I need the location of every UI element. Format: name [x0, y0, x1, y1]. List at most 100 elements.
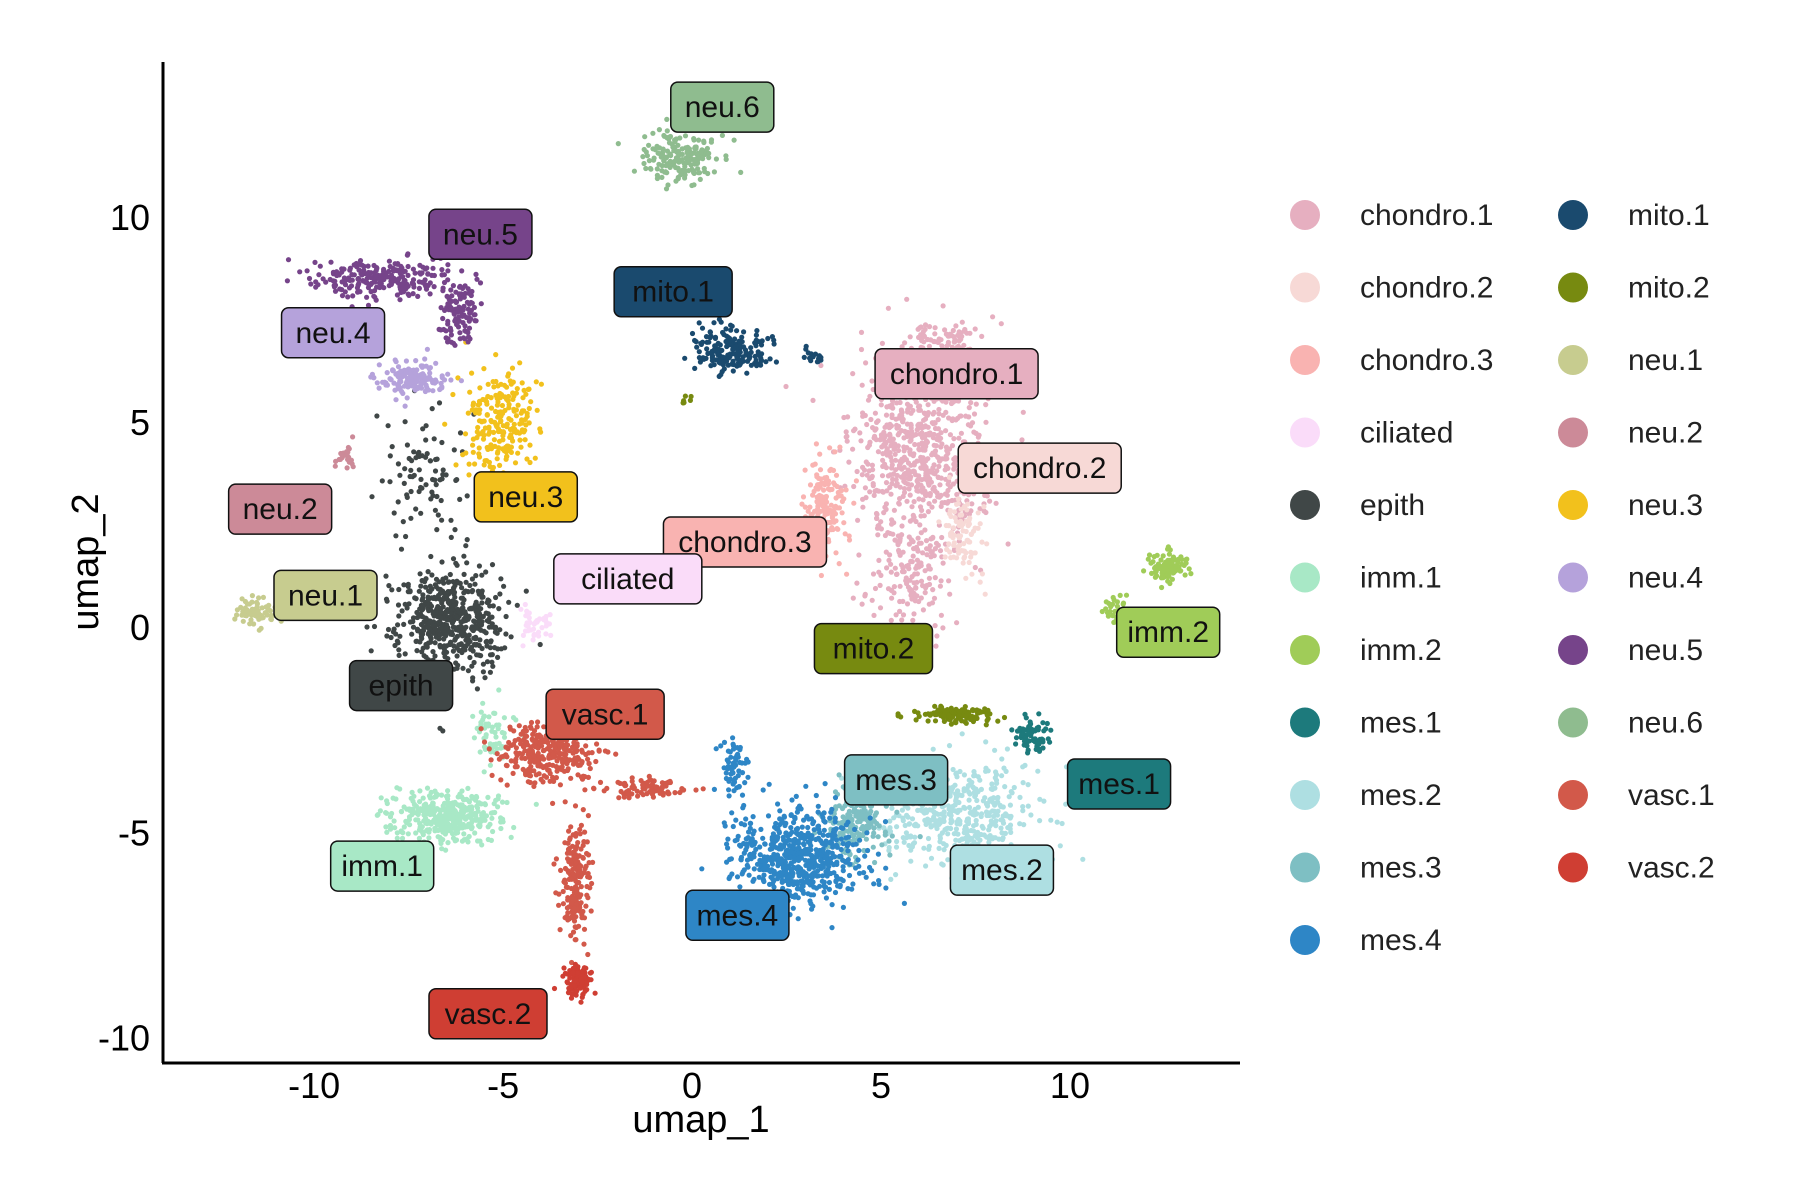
point: [950, 327, 956, 334]
point: [425, 594, 431, 600]
point: [944, 456, 950, 462]
point: [906, 842, 912, 849]
point: [750, 814, 756, 820]
point: [859, 382, 865, 388]
point: [968, 716, 974, 723]
point: [950, 535, 956, 541]
point: [790, 870, 796, 876]
point: [790, 838, 796, 844]
point: [948, 825, 954, 832]
point: [1005, 541, 1011, 547]
point: [888, 617, 894, 624]
point: [962, 835, 968, 841]
point: [393, 359, 399, 365]
point: [780, 834, 786, 840]
point: [977, 837, 983, 843]
point: [440, 315, 446, 322]
point: [410, 266, 416, 272]
point: [911, 580, 917, 586]
point: [993, 769, 999, 775]
point: [484, 618, 490, 624]
point: [876, 878, 882, 884]
point: [444, 806, 450, 812]
point: [880, 457, 886, 463]
point: [419, 270, 425, 276]
point: [883, 865, 889, 871]
point: [913, 717, 919, 723]
point: [1026, 723, 1032, 730]
point: [387, 814, 394, 820]
point: [940, 303, 946, 309]
point: [888, 443, 894, 449]
point: [473, 271, 479, 277]
point: [498, 576, 504, 582]
point: [929, 504, 935, 510]
point: [368, 648, 374, 654]
point: [955, 332, 961, 338]
point: [914, 458, 920, 464]
point: [390, 278, 396, 284]
point: [975, 510, 981, 516]
point: [888, 561, 894, 567]
point: [420, 829, 426, 836]
point: [737, 341, 743, 347]
point: [928, 536, 934, 542]
point: [887, 472, 894, 478]
point: [482, 802, 488, 808]
point: [734, 752, 740, 759]
point: [1059, 820, 1065, 827]
point: [395, 383, 401, 390]
point: [394, 785, 400, 791]
point: [804, 846, 811, 853]
point: [527, 442, 533, 448]
point: [916, 421, 922, 427]
point: [445, 840, 451, 846]
point: [539, 625, 545, 631]
point: [832, 795, 839, 801]
point: [496, 687, 502, 693]
point: [432, 788, 438, 794]
point: [392, 261, 398, 267]
point: [443, 643, 450, 649]
point: [926, 546, 932, 552]
point: [927, 493, 933, 499]
point: [898, 562, 905, 568]
point: [896, 501, 902, 507]
point: [426, 630, 432, 636]
point: [946, 712, 952, 719]
point: [399, 835, 406, 842]
point: [341, 275, 347, 281]
point: [901, 489, 908, 496]
point: [385, 626, 392, 633]
point: [486, 431, 492, 437]
point: [920, 583, 926, 589]
point: [537, 426, 543, 432]
point: [543, 623, 549, 629]
point: [864, 421, 870, 428]
point: [724, 333, 730, 339]
point: [747, 853, 753, 859]
point: [863, 360, 869, 366]
point: [926, 324, 933, 330]
point: [950, 807, 956, 813]
point: [971, 769, 977, 775]
point: [908, 858, 914, 864]
point: [727, 777, 733, 783]
point: [950, 784, 956, 790]
point: [853, 865, 859, 871]
point: [477, 637, 483, 643]
point: [923, 863, 929, 869]
point: [850, 446, 856, 452]
point: [992, 775, 998, 781]
point: [917, 403, 923, 409]
point: [926, 343, 933, 349]
point: [961, 541, 967, 547]
point: [972, 564, 978, 571]
point: [977, 506, 983, 512]
point: [856, 847, 862, 854]
point: [990, 821, 997, 827]
point: [504, 453, 510, 459]
point: [961, 555, 967, 561]
point: [1039, 736, 1045, 742]
point: [442, 815, 448, 821]
